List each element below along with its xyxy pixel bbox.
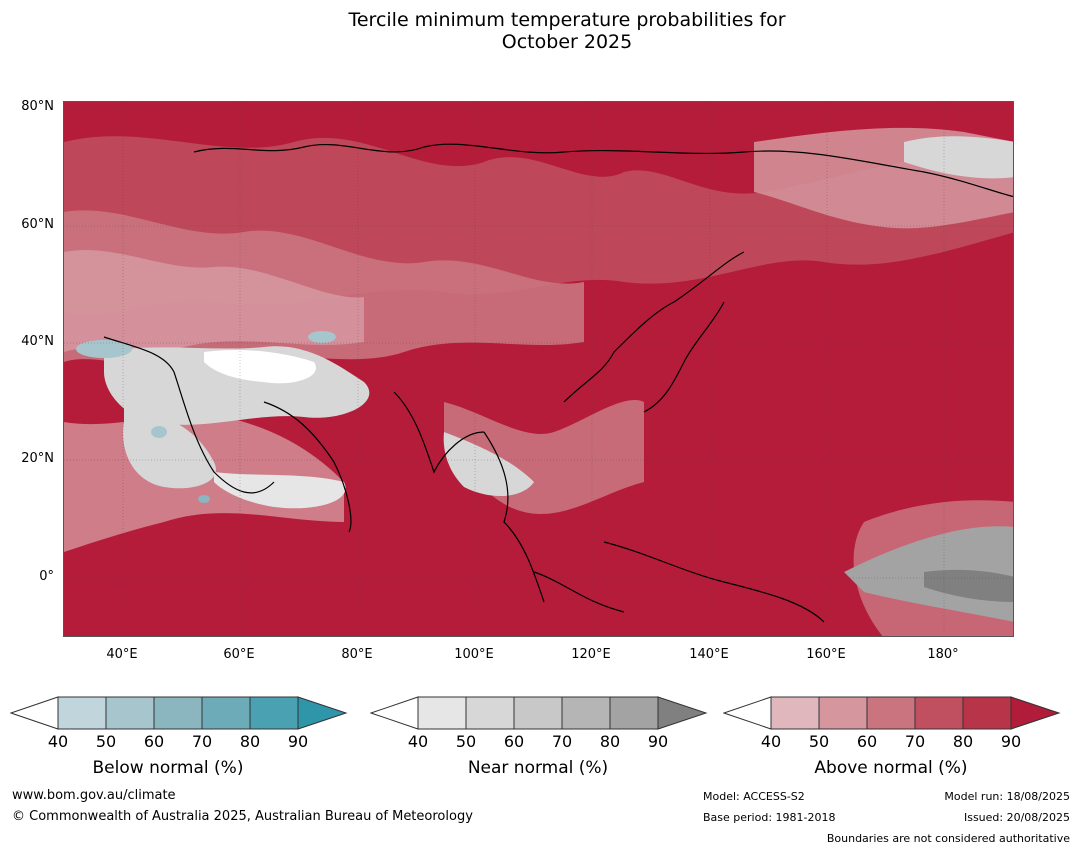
website-link[interactable]: www.bom.gov.au/climate (12, 788, 176, 803)
tick-80: 80 (952, 732, 974, 751)
tick-70: 70 (191, 732, 213, 751)
lon-label-80e: 80°E (341, 647, 373, 662)
legend-near-normal: 40 50 60 70 80 90 Near normal (%) (370, 690, 710, 790)
colorbar-segment-70-80 (201, 696, 251, 730)
model-label: Model: ACCESS-S2 (703, 790, 805, 803)
colorbar-arrow-above-90 (657, 696, 708, 730)
colorbar-above-normal (723, 696, 1061, 730)
colorbar-segment-70-80 (561, 696, 611, 730)
colorbar-segment-50-60 (105, 696, 155, 730)
colorbar-segment-60-70 (153, 696, 203, 730)
lon-label-60e: 60°E (223, 647, 255, 662)
colorbar-segment-80-90 (609, 696, 659, 730)
lon-label-140e: 140°E (689, 647, 729, 662)
colorbar-arrow-above-90 (297, 696, 348, 730)
graticule (64, 102, 1013, 636)
tick-60: 60 (503, 732, 525, 751)
colorbar-segment-40-50 (417, 696, 467, 730)
model-run-label: Model run: 18/08/2025 (944, 790, 1070, 803)
legend-title: Near normal (%) (467, 758, 609, 778)
colorbar-below-normal (10, 696, 348, 730)
disclaimer-text: Boundaries are not considered authoritat… (826, 832, 1070, 845)
map-panel (63, 101, 1014, 637)
tick-80: 80 (239, 732, 261, 751)
copyright-text: © Commonwealth of Australia 2025, Austra… (12, 809, 473, 824)
legend-title: Below normal (%) (92, 758, 244, 778)
lon-label-40e: 40°E (106, 647, 138, 662)
colorbar-segment-40-50 (770, 696, 820, 730)
tick-90: 90 (1000, 732, 1022, 751)
colorbar-segment-50-60 (818, 696, 868, 730)
colorbar-segment-60-70 (513, 696, 563, 730)
tick-90: 90 (287, 732, 309, 751)
lat-label-60n: 60°N (21, 217, 54, 232)
colorbar-segment-80-90 (249, 696, 299, 730)
legend-title: Above normal (%) (814, 758, 968, 778)
tick-90: 90 (647, 732, 669, 751)
legend-above-normal: 40 50 60 70 80 90 Above normal (%) (723, 690, 1063, 790)
lat-label-20n: 20°N (21, 451, 54, 466)
tick-80: 80 (599, 732, 621, 751)
title-line-1: Tercile minimum temperature probabilitie… (348, 9, 786, 31)
tick-50: 50 (808, 732, 830, 751)
tick-40: 40 (47, 732, 69, 751)
colorbar-segment-40-50 (57, 696, 107, 730)
tick-40: 40 (407, 732, 429, 751)
below-normal-shading (76, 331, 336, 503)
lat-label-80n: 80°N (21, 99, 54, 114)
title-line-2: October 2025 (501, 31, 633, 53)
colorbar-near-normal (370, 696, 708, 730)
tick-70: 70 (551, 732, 573, 751)
tick-50: 50 (95, 732, 117, 751)
colorbar-segment-60-70 (866, 696, 916, 730)
tick-40: 40 (760, 732, 782, 751)
colorbar-arrow-above-90 (1010, 696, 1061, 730)
lon-label-120e: 120°E (571, 647, 611, 662)
lon-label-100e: 100°E (454, 647, 494, 662)
tick-50: 50 (455, 732, 477, 751)
legend-below-normal: 40 50 60 70 80 90 Below normal (%) (10, 690, 350, 790)
lat-label-0: 0° (39, 569, 54, 584)
issued-label: Issued: 20/08/2025 (963, 811, 1070, 824)
chart-title: Tercile minimum temperature probabilitie… (0, 9, 1081, 53)
colorbar-segment-70-80 (914, 696, 964, 730)
lat-label-40n: 40°N (21, 334, 54, 349)
tick-70: 70 (904, 732, 926, 751)
base-period-label: Base period: 1981-2018 (703, 811, 836, 824)
probability-map (64, 102, 1013, 636)
coastlines (103, 143, 1013, 623)
colorbar-segment-50-60 (465, 696, 515, 730)
lon-label-160e: 160°E (806, 647, 846, 662)
lon-label-180: 180° (927, 647, 959, 662)
tick-60: 60 (856, 732, 878, 751)
tick-60: 60 (143, 732, 165, 751)
colorbar-segment-80-90 (962, 696, 1012, 730)
